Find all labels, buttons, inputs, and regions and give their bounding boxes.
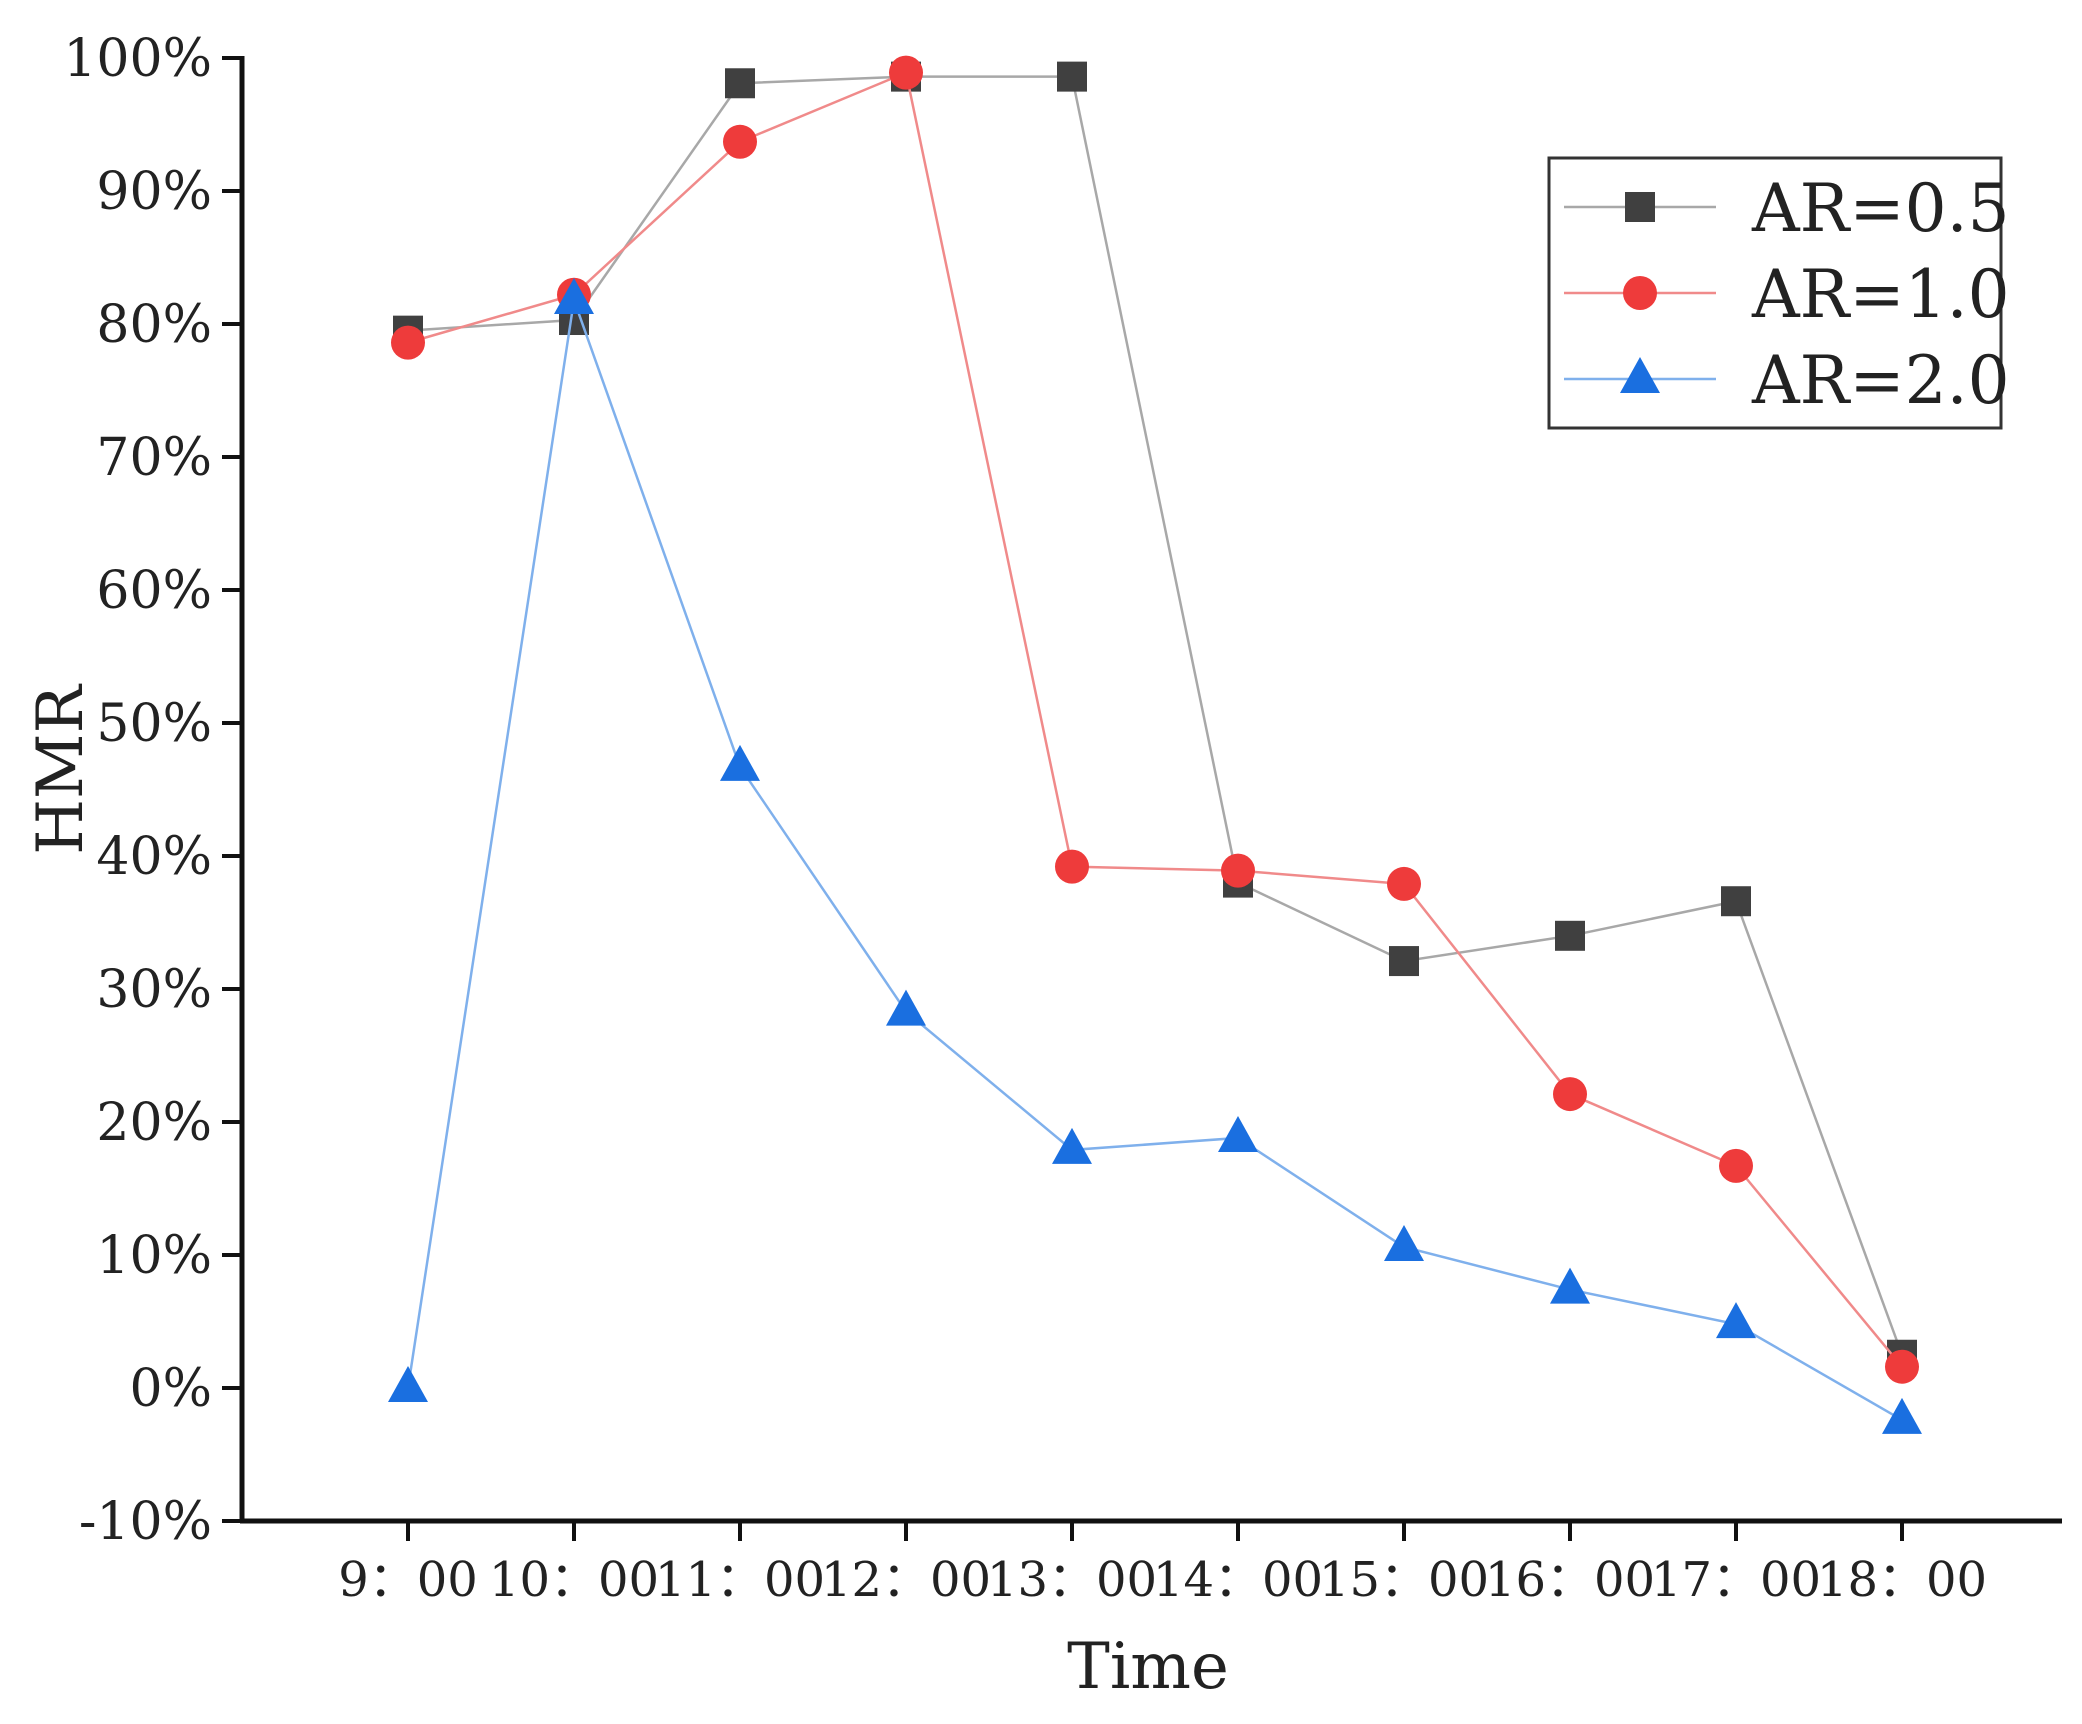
legend-label: AR=1.0	[1751, 256, 2010, 333]
legend: AR=0.5 AR=1.0 AR=2.0	[1547, 156, 2010, 430]
y-tick-label: 50%	[96, 694, 212, 754]
series-line	[407, 70, 1903, 1368]
x-tick-label: 16：00	[1485, 1552, 1655, 1608]
x-tick-label: 18：00	[1817, 1552, 1987, 1608]
data-point	[1389, 946, 1419, 977]
y-tick-label: 30%	[96, 960, 212, 1020]
data-point	[1550, 1267, 1590, 1304]
x-tick-label: 11：00	[655, 1552, 825, 1608]
x-tick-label: 12：00	[821, 1552, 991, 1608]
data-point	[1057, 61, 1087, 92]
y-tick-label: -10%	[79, 1492, 212, 1552]
y-axis-ticks: -10% 0% 10% 20% 30% 40% 50% 60% 70% 80% 90% 100%	[63, 29, 242, 1552]
data-point	[1221, 853, 1255, 888]
data-point	[554, 278, 594, 315]
x-tick-label: 17：00	[1651, 1552, 1821, 1608]
data-point	[723, 124, 757, 159]
x-axis-title: Time	[1067, 1630, 1229, 1704]
x-axis-ticks: 9：00 10：0011：0012：0013：0014：0015：0016：001…	[338, 1521, 1987, 1608]
x-tick-label: 9：00	[338, 1552, 478, 1608]
data-point	[1555, 920, 1585, 951]
x-tick-label: 15：00	[1319, 1552, 1489, 1608]
data-point	[1384, 1225, 1424, 1262]
x-tick-label: 14：00	[1153, 1552, 1323, 1608]
data-point	[725, 68, 755, 99]
data-point	[391, 325, 425, 360]
y-tick-label: 80%	[96, 295, 212, 355]
legend-label: AR=0.5	[1751, 170, 2010, 247]
legend-label: AR=2.0	[1751, 342, 2010, 419]
data-point	[1716, 1302, 1756, 1339]
data-point	[1553, 1077, 1587, 1112]
axes	[239, 56, 2062, 1524]
data-point	[1719, 1148, 1753, 1183]
series-group	[388, 55, 1922, 1434]
y-tick-label: 40%	[96, 827, 212, 887]
data-point	[388, 1366, 428, 1402]
data-point	[889, 55, 923, 90]
y-tick-label: 20%	[96, 1093, 212, 1153]
x-tick-label: 13：00	[987, 1552, 1157, 1608]
data-point	[1218, 1115, 1258, 1152]
series-line	[407, 75, 1904, 1356]
data-point	[720, 744, 760, 781]
y-tick-label: 10%	[96, 1226, 212, 1286]
legend-marker	[1620, 357, 1660, 393]
data-point	[886, 989, 926, 1026]
series-3	[388, 278, 1922, 1434]
legend-marker	[1625, 192, 1655, 222]
data-point	[1882, 1397, 1922, 1434]
y-tick-label: 100%	[63, 29, 212, 89]
y-tick-label: 70%	[96, 428, 212, 488]
legend-marker	[1623, 276, 1657, 310]
y-tick-label: 90%	[96, 162, 212, 222]
data-point	[1387, 866, 1421, 901]
y-axis-title: HMR	[24, 683, 98, 854]
y-tick-label: 60%	[96, 561, 212, 621]
x-tick-label: 10：00	[489, 1552, 659, 1608]
data-point	[1055, 849, 1089, 884]
y-tick-label: 0%	[130, 1359, 213, 1419]
data-point	[1052, 1127, 1092, 1164]
data-point	[1885, 1349, 1919, 1384]
data-point	[1721, 886, 1751, 917]
series-line	[406, 299, 1903, 1422]
